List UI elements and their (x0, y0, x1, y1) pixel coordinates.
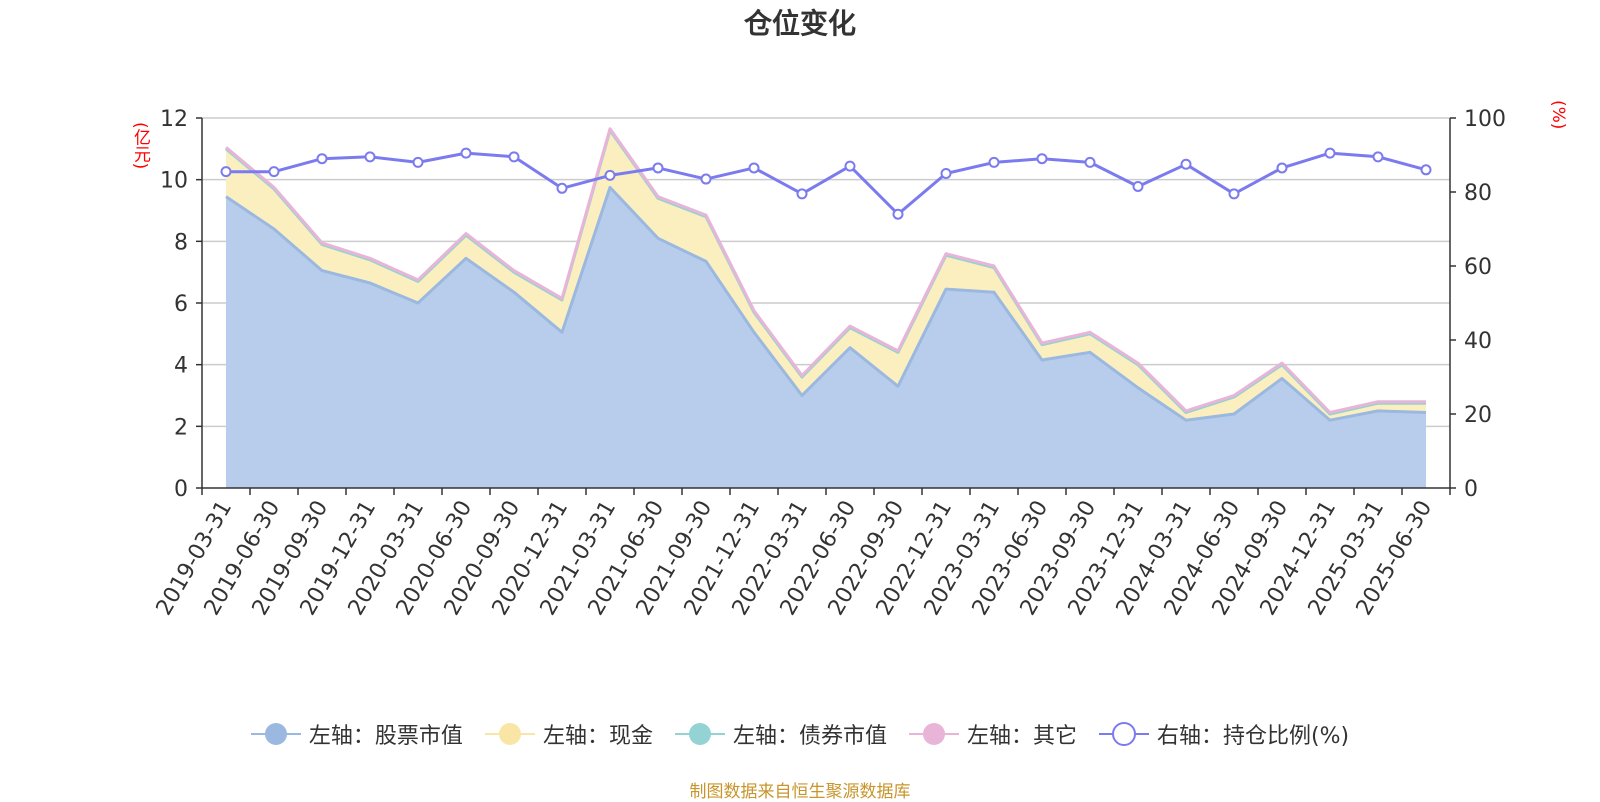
area-0 (226, 187, 1426, 488)
legend-label: 左轴：其它 (966, 724, 1077, 749)
legend-swatch (1098, 722, 1149, 746)
legend-item[interactable]: 左轴：股票市值 (250, 718, 463, 750)
legend-label: 左轴：股票市值 (308, 724, 463, 749)
y-right-tick-label: 0 (1464, 477, 1478, 502)
ratio-line (226, 151, 1427, 216)
area-line-0 (225, 185, 1427, 422)
legend-label: 左轴：现金 (542, 724, 653, 749)
y-left-tick-label: 8 (174, 230, 188, 255)
legend-label: 左轴：债券市值 (732, 724, 887, 749)
y-axis-left-label: (亿元) (130, 122, 150, 170)
y-left-tick-label: 10 (160, 169, 188, 194)
legend-item[interactable]: 左轴：其它 (908, 718, 1077, 750)
legend-item[interactable]: 左轴：债券市值 (674, 718, 887, 750)
y-axis-right-label: (%) (1548, 100, 1568, 130)
ratio-point (1132, 180, 1144, 192)
legend-swatch (674, 723, 725, 745)
chart-plot: 0246810120204060801002019-03-312019-06-3… (152, 107, 1506, 620)
area-line-3 (225, 127, 1426, 414)
ratio-point (700, 173, 712, 185)
ratio-point (1228, 188, 1240, 200)
source-footer: 制图数据来自恒生聚源数据库 (689, 782, 911, 802)
ratio-point (508, 151, 520, 163)
ratio-point (988, 156, 1000, 168)
y-right-tick-label: 20 (1464, 403, 1492, 428)
legend-swatch (484, 723, 535, 745)
legend-swatch (908, 723, 959, 745)
legend-item[interactable]: 右轴：持仓比例(%) (1098, 718, 1350, 750)
ratio-point (1276, 162, 1288, 174)
ratio-point (268, 166, 280, 178)
ratio-point (1084, 156, 1096, 168)
y-right-tick-label: 60 (1464, 255, 1492, 280)
ratio-point (844, 160, 856, 172)
y-right-tick-label: 100 (1464, 107, 1506, 132)
y-left-tick-label: 12 (160, 107, 188, 132)
ratio-point (1036, 153, 1048, 165)
ratio-point (1180, 158, 1192, 170)
ratio-point (940, 168, 952, 179)
ratio-point (556, 182, 568, 194)
legend-label: 右轴：持仓比例(%) (1156, 724, 1350, 749)
ratio-point (460, 147, 472, 159)
chart-title: 仓位变化 (743, 7, 856, 40)
ratio-point (604, 169, 616, 181)
ratio-point (316, 153, 328, 165)
y-left-tick-label: 4 (174, 354, 188, 379)
ratio-point (1420, 164, 1432, 176)
ratio-point (1324, 147, 1336, 159)
ratio-point (364, 151, 376, 163)
y-right-tick-label: 80 (1464, 181, 1492, 206)
y-left-tick-label: 0 (174, 477, 188, 502)
ratio-point (412, 156, 424, 168)
chart-legend: 左轴：股票市值 左轴：现金 左轴：债券市值 左轴：其它 右轴：持仓比例(%) (0, 718, 1600, 750)
y-left-tick-label: 2 (174, 415, 188, 440)
y-right-tick-label: 40 (1464, 329, 1492, 354)
ratio-point (892, 208, 904, 220)
ratio-point (796, 188, 808, 200)
line-layer (220, 147, 1432, 220)
legend-swatch (250, 723, 301, 745)
ratio-point (748, 162, 760, 174)
area-layer (225, 127, 1427, 488)
ratio-point (1372, 151, 1384, 163)
ratio-point (652, 162, 664, 174)
y-left-tick-label: 6 (174, 292, 188, 317)
ratio-point (220, 166, 232, 178)
legend-item[interactable]: 左轴：现金 (484, 718, 653, 750)
